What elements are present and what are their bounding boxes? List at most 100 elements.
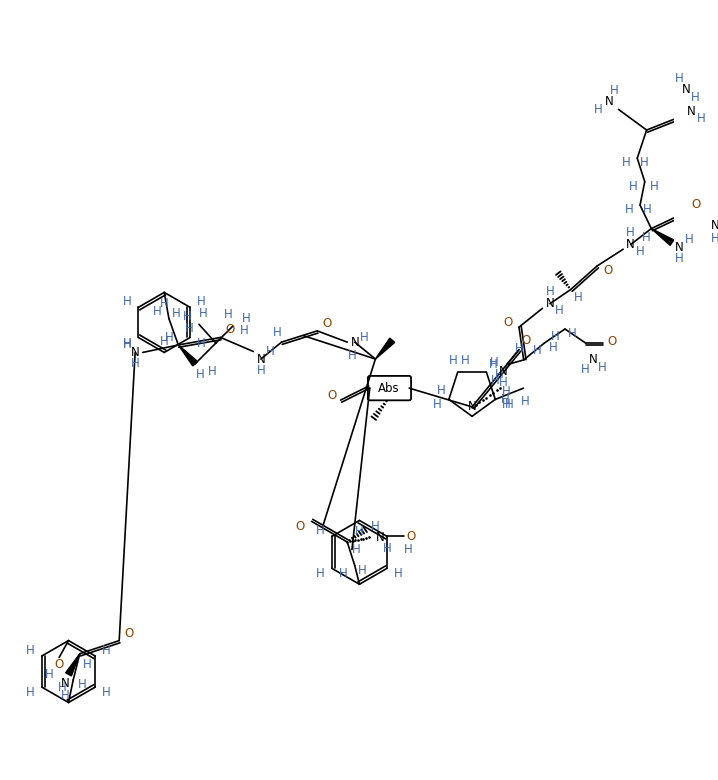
Text: H: H	[240, 324, 248, 338]
Text: H: H	[629, 180, 638, 193]
Text: H: H	[26, 686, 34, 699]
Text: H: H	[491, 374, 500, 387]
Text: H: H	[61, 689, 70, 701]
Text: N: N	[675, 241, 684, 254]
Text: H: H	[437, 384, 446, 396]
Text: H: H	[355, 525, 364, 538]
Text: Abs: Abs	[378, 381, 399, 395]
Text: H: H	[57, 681, 66, 694]
Text: O: O	[503, 316, 513, 329]
Polygon shape	[178, 345, 197, 366]
Text: H: H	[449, 354, 457, 367]
Text: H: H	[650, 180, 658, 193]
Text: H: H	[123, 339, 132, 352]
Text: H: H	[555, 303, 564, 317]
Text: O: O	[607, 335, 617, 348]
Text: H: H	[160, 297, 169, 310]
Text: H: H	[394, 567, 403, 580]
Text: H: H	[696, 112, 705, 126]
Text: H: H	[640, 156, 649, 169]
Text: H: H	[83, 658, 92, 672]
Text: H: H	[433, 398, 442, 410]
Text: H: H	[502, 398, 511, 410]
Text: H: H	[197, 296, 206, 308]
Text: O: O	[55, 658, 64, 672]
Text: N: N	[499, 365, 508, 378]
Text: H: H	[45, 668, 54, 681]
Text: H: H	[574, 291, 582, 303]
Text: H: H	[256, 363, 265, 377]
Text: H: H	[404, 543, 413, 556]
Text: H: H	[515, 342, 523, 355]
Text: H: H	[131, 357, 139, 370]
Text: O: O	[296, 519, 305, 533]
Text: H: H	[549, 342, 558, 354]
Text: H: H	[273, 326, 281, 339]
Text: H: H	[164, 331, 173, 344]
Text: H: H	[353, 543, 361, 556]
Text: H: H	[185, 322, 194, 335]
Text: H: H	[316, 524, 325, 537]
Text: O: O	[604, 264, 612, 278]
Text: H: H	[533, 344, 541, 357]
Text: H: H	[172, 307, 181, 321]
Text: H: H	[675, 72, 684, 85]
Text: O: O	[407, 530, 416, 543]
Text: H: H	[241, 312, 251, 325]
Text: H: H	[183, 310, 192, 323]
Text: H: H	[635, 245, 645, 257]
Text: H: H	[26, 644, 34, 657]
Text: H: H	[521, 395, 530, 408]
Text: N: N	[626, 238, 635, 251]
Text: H: H	[499, 376, 508, 389]
Text: H: H	[160, 335, 169, 348]
Text: H: H	[102, 686, 111, 699]
Text: H: H	[371, 519, 380, 533]
Text: H: H	[197, 337, 206, 349]
Text: H: H	[490, 356, 498, 369]
Text: H: H	[348, 349, 356, 362]
Text: H: H	[200, 307, 208, 320]
Text: H: H	[568, 327, 577, 340]
Text: N: N	[376, 531, 384, 544]
Text: H: H	[489, 358, 498, 371]
Text: N: N	[711, 219, 718, 232]
Text: N: N	[605, 95, 613, 108]
Text: N: N	[350, 335, 359, 349]
Text: H: H	[711, 232, 718, 246]
Text: H: H	[495, 368, 504, 381]
Text: H: H	[360, 331, 368, 344]
Text: H: H	[505, 398, 513, 410]
Text: H: H	[594, 103, 602, 116]
Text: H: H	[546, 285, 554, 298]
Text: H: H	[78, 678, 87, 691]
Text: H: H	[625, 204, 633, 216]
Polygon shape	[65, 654, 80, 676]
Text: O: O	[522, 334, 531, 347]
Text: H: H	[123, 296, 131, 308]
Polygon shape	[376, 338, 395, 359]
Text: O: O	[124, 626, 134, 640]
Text: H: H	[610, 84, 618, 98]
Text: H: H	[461, 354, 470, 367]
Text: H: H	[598, 361, 607, 374]
Text: N: N	[467, 400, 477, 413]
Text: H: H	[582, 363, 590, 376]
Text: H: H	[383, 542, 392, 555]
Text: O: O	[327, 389, 337, 402]
Text: H: H	[643, 204, 652, 216]
Text: H: H	[691, 90, 700, 104]
Text: H: H	[339, 566, 348, 580]
Text: H: H	[102, 644, 111, 657]
Text: H: H	[266, 345, 275, 358]
Text: O: O	[225, 324, 235, 336]
Text: H: H	[626, 226, 635, 239]
Text: H: H	[502, 385, 511, 399]
FancyBboxPatch shape	[368, 376, 411, 400]
Text: O: O	[322, 317, 331, 330]
Polygon shape	[651, 229, 673, 246]
Text: H: H	[684, 233, 694, 246]
Text: N: N	[589, 353, 597, 367]
Text: H: H	[123, 337, 131, 349]
Text: H: H	[224, 308, 233, 321]
